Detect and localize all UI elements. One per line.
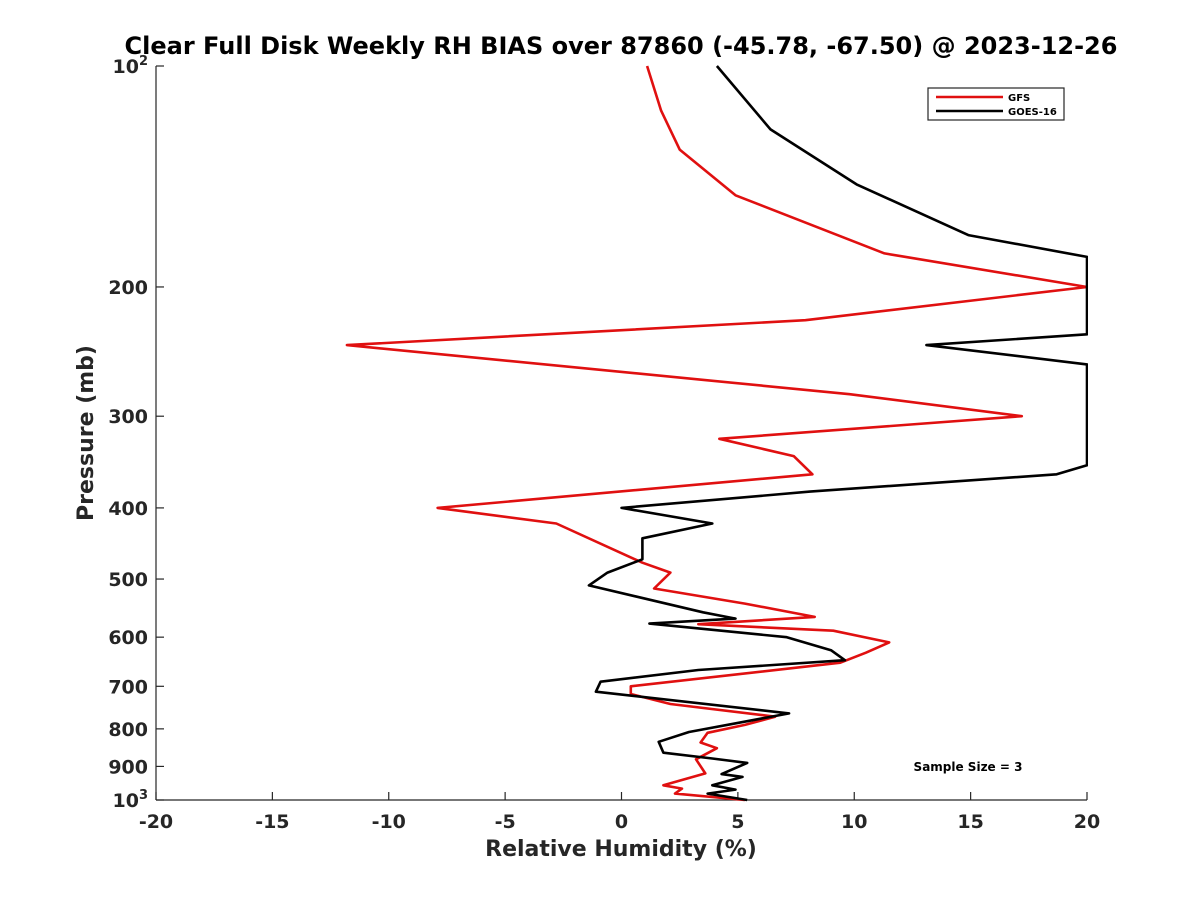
legend: GFS GOES-16 (927, 87, 1065, 121)
y-tick-label: 500 (108, 569, 148, 591)
legend-label: GFS (1008, 93, 1030, 104)
y-tick-label: 400 (108, 498, 148, 520)
y-tick-label: 103 (113, 788, 149, 812)
y-tick-label: 300 (108, 406, 148, 428)
x-tick-label: -20 (139, 811, 173, 833)
y-tick-label: 600 (108, 627, 148, 649)
plot-area (155, 66, 1087, 801)
series-layer (345, 65, 1088, 802)
series-line-gfs (345, 65, 1088, 802)
series-line-goes-16 (587, 65, 1088, 802)
y-tick-label: 200 (108, 277, 148, 299)
x-tick-label: 0 (615, 811, 628, 833)
y-tick-label: 800 (108, 719, 148, 741)
x-tick-label: -15 (255, 811, 289, 833)
y-tick-label: 900 (108, 756, 148, 778)
x-axis-ticks: -20 -15 -10 -5 0 5 10 15 20 (139, 792, 1100, 833)
legend-label: GOES-16 (1008, 107, 1057, 118)
sample-size-annotation: Sample Size = 3 (914, 760, 1023, 774)
x-tick-label: -10 (372, 811, 406, 833)
y-tick-label: 700 (108, 676, 148, 698)
y-tick-label: 102 (113, 54, 149, 78)
y-axis-ticks: 102 200 300 400 500 600 700 800 900 103 (108, 54, 164, 812)
x-axis-label: Relative Humidity (%) (485, 837, 757, 862)
x-tick-label: 15 (957, 811, 983, 833)
x-tick-label: -5 (495, 811, 516, 833)
x-tick-label: 10 (841, 811, 867, 833)
chart-title: Clear Full Disk Weekly RH BIAS over 8786… (125, 32, 1118, 60)
legend-box (927, 87, 1065, 121)
y-axis-label: Pressure (mb) (74, 345, 99, 521)
x-tick-label: 20 (1074, 811, 1100, 833)
x-tick-label: 5 (731, 811, 744, 833)
